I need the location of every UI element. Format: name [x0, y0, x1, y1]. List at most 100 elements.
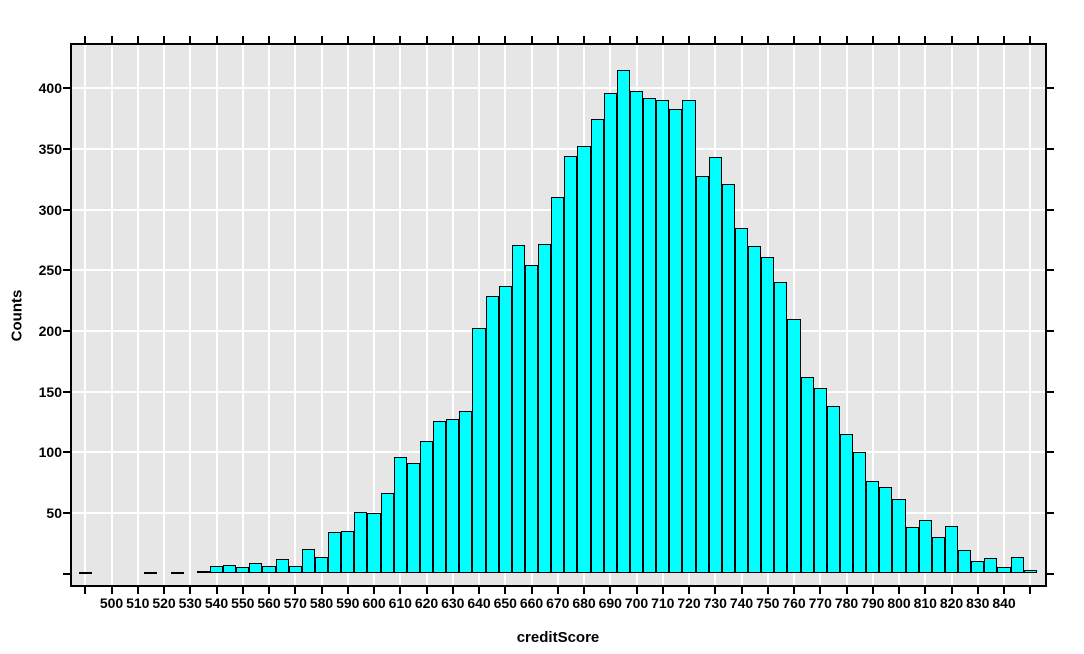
histogram-bar — [721, 184, 735, 574]
axis-tick — [1047, 511, 1054, 514]
histogram-bar — [406, 463, 420, 574]
y-tick-label: 300 — [38, 201, 62, 218]
histogram-bar — [603, 93, 617, 574]
axis-tick — [478, 587, 480, 594]
axis-tick — [1029, 36, 1032, 43]
histogram-bar — [459, 410, 473, 574]
axis-tick — [63, 572, 70, 575]
axis-tick — [976, 587, 979, 594]
axis-tick — [84, 36, 87, 43]
y-tick-label: 100 — [38, 444, 62, 461]
axis-tick — [1047, 87, 1054, 90]
histogram-bar — [629, 90, 644, 574]
x-tick-label: 560 — [257, 595, 281, 611]
axis-tick — [346, 587, 349, 594]
axis-tick — [1003, 36, 1005, 43]
axis-tick — [294, 587, 297, 594]
axis-tick — [373, 36, 375, 43]
axis-tick — [793, 587, 795, 594]
x-tick-label: 820 — [939, 595, 964, 611]
histogram-bar — [446, 419, 460, 574]
histogram-bar — [682, 100, 696, 574]
v-gridline — [399, 45, 402, 585]
y-axis-title: Counts — [8, 289, 26, 342]
axis-tick — [766, 36, 769, 43]
histogram-bar — [485, 295, 499, 574]
x-tick-label: 540 — [204, 595, 229, 611]
histogram-bar — [262, 566, 276, 574]
axis-tick — [609, 36, 612, 43]
axis-tick — [425, 36, 428, 43]
histogram-bar — [78, 572, 92, 575]
histogram-bar — [209, 566, 224, 574]
v-gridline — [215, 45, 218, 585]
histogram-bar — [590, 118, 604, 574]
x-tick-label: 750 — [756, 595, 780, 611]
axis-tick — [898, 587, 900, 594]
axis-tick — [1047, 269, 1054, 272]
axis-tick — [63, 451, 70, 454]
v-gridline — [976, 45, 979, 585]
axis-tick — [1047, 329, 1054, 332]
histogram-bar — [170, 572, 184, 575]
histogram-bar — [433, 420, 447, 574]
x-tick-label: 790 — [861, 595, 885, 611]
axis-tick — [924, 587, 927, 594]
histogram-bar — [866, 481, 880, 574]
v-gridline — [189, 45, 192, 585]
axis-tick — [63, 511, 70, 514]
histogram-bar — [826, 406, 840, 574]
v-gridline — [320, 45, 323, 585]
histogram-bar — [354, 511, 368, 574]
axis-tick — [504, 587, 507, 594]
axis-tick — [478, 36, 480, 43]
v-gridline — [346, 45, 349, 585]
histogram-bar — [984, 557, 998, 574]
histogram-bar — [643, 97, 657, 574]
y-tick-label: 400 — [38, 80, 62, 97]
axis-tick — [294, 36, 297, 43]
axis-tick — [1047, 572, 1054, 575]
axis-tick — [950, 587, 953, 594]
axis-tick — [163, 36, 165, 43]
histogram-bar — [839, 433, 854, 574]
v-gridline — [478, 45, 480, 585]
histogram-bar — [551, 197, 565, 574]
axis-tick — [583, 36, 585, 43]
y-tick-label: 350 — [38, 140, 62, 157]
axis-tick — [583, 587, 585, 594]
axis-tick — [451, 587, 454, 594]
x-tick-label: 670 — [546, 595, 570, 611]
axis-tick — [609, 587, 612, 594]
histogram-bar — [787, 318, 801, 574]
x-tick-label: 840 — [992, 595, 1016, 611]
axis-tick — [740, 587, 743, 594]
v-gridline — [1003, 45, 1005, 585]
axis-tick — [63, 208, 70, 211]
x-axis-title: creditScore — [516, 629, 600, 646]
histogram-bar — [249, 562, 263, 574]
x-tick-label: 690 — [598, 595, 622, 611]
histogram-bar — [314, 556, 329, 574]
axis-tick — [898, 36, 900, 43]
x-tick-label: 700 — [624, 595, 649, 611]
axis-tick — [556, 587, 559, 594]
axis-tick — [189, 587, 192, 594]
axis-tick — [110, 587, 113, 594]
histogram-bar — [774, 282, 788, 574]
axis-tick — [556, 36, 559, 43]
histogram-bar — [616, 70, 630, 574]
axis-tick — [924, 36, 927, 43]
histogram-bar — [367, 512, 381, 574]
axis-tick — [63, 269, 70, 272]
x-tick-label: 720 — [677, 595, 701, 611]
axis-tick — [215, 587, 218, 594]
axis-tick — [63, 87, 70, 90]
histogram-bar — [288, 566, 302, 574]
y-tick-label: 150 — [38, 383, 62, 400]
axis-tick — [1047, 147, 1054, 150]
axis-tick — [63, 147, 70, 150]
x-tick-label: 770 — [808, 595, 832, 611]
x-tick-label: 510 — [126, 595, 150, 611]
